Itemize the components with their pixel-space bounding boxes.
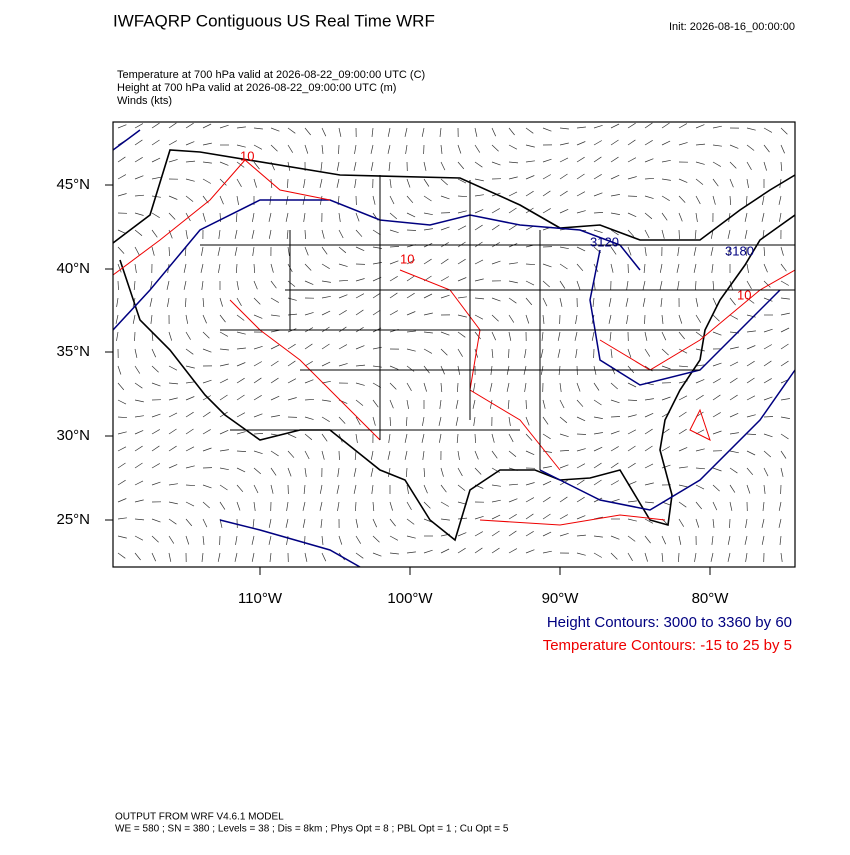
legend-temperature: Temperature Contours: -15 to 25 by 5 [543, 637, 792, 654]
title: IWFAQRP Contiguous US Real Time WRF [113, 11, 435, 30]
contour-label: 3180 [725, 243, 754, 258]
wind-barb [611, 417, 620, 418]
wind-barb [730, 519, 731, 528]
wind-barb [577, 434, 586, 435]
lon-label: 80°W [692, 590, 730, 607]
lat-label: 40°N [56, 260, 90, 277]
field-line: Winds (kts) [117, 95, 172, 107]
field-line: Height at 700 hPa valid at 2026-08-22_09… [117, 82, 396, 94]
lat-label: 45°N [56, 176, 90, 193]
contour-label: 10 [400, 251, 414, 266]
legend-height: Height Contours: 3000 to 3360 by 60 [547, 614, 792, 631]
wind-barb [645, 315, 646, 324]
wind-barb [407, 230, 416, 231]
wind-barb [679, 230, 680, 239]
lon-label: 100°W [387, 590, 433, 607]
contour-label: 3120 [590, 234, 619, 249]
wind-barb [305, 536, 306, 545]
wind-barb [135, 332, 136, 341]
wind-barb [339, 451, 340, 460]
contour-label: 10 [240, 148, 254, 163]
lon-label: 110°W [238, 590, 283, 607]
lon-label: 90°W [542, 590, 580, 607]
init-time: Init: 2026-08-16_00:00:00 [669, 21, 795, 33]
footer-line: WE = 580 ; SN = 380 ; Levels = 38 ; Dis … [115, 824, 509, 835]
wind-barb [339, 145, 340, 154]
field-line: Temperature at 700 hPa valid at 2026-08-… [117, 69, 425, 81]
lat-label: 30°N [56, 427, 90, 444]
contour-label: 10 [737, 287, 751, 302]
lat-label: 35°N [56, 343, 90, 360]
wind-barb [509, 349, 510, 358]
footer-line: OUTPUT FROM WRF V4.6.1 MODEL [115, 812, 284, 823]
lat-label: 25°N [56, 511, 90, 528]
wind-barb [118, 281, 119, 290]
wind-barb [526, 400, 527, 409]
wind-barb [764, 417, 773, 418]
